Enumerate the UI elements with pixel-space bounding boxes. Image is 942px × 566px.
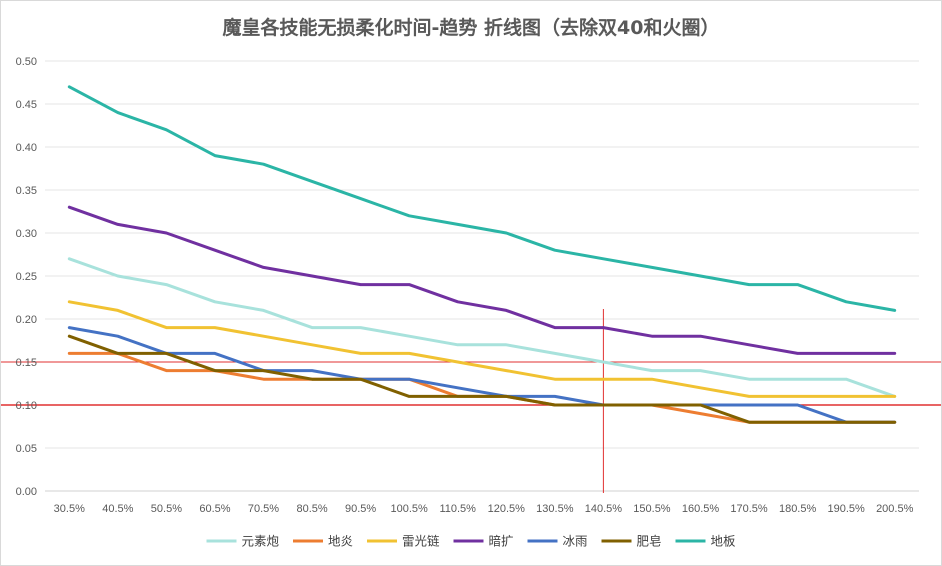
- y-tick-label: 0.10: [16, 400, 37, 412]
- series-line: [67, 300, 897, 398]
- y-tick-label: 0.50: [16, 56, 37, 68]
- legend-item: 雷光链: [367, 534, 440, 549]
- legend-label: 肥皂: [637, 535, 662, 549]
- x-tick-label: 190.5%: [828, 503, 866, 515]
- y-tick-label: 0.35: [16, 185, 37, 197]
- legend-label: 地炎: [328, 535, 353, 549]
- series-line: [67, 85, 897, 312]
- x-tick-label: 80.5%: [296, 503, 327, 515]
- legend-item: 元素炮: [206, 535, 280, 549]
- legend-item: 冰雨: [527, 535, 588, 549]
- y-tick-label: 0.40: [16, 142, 37, 154]
- x-tick-label: 200.5%: [876, 503, 914, 515]
- x-tick-label: 150.5%: [633, 503, 671, 515]
- legend-label: 元素炮: [242, 535, 280, 549]
- series-line: [67, 257, 897, 398]
- x-tick-label: 100.5%: [391, 503, 429, 515]
- x-tick-label: 40.5%: [102, 503, 133, 515]
- x-tick-label: 50.5%: [151, 503, 182, 515]
- series-line: [67, 326, 897, 424]
- gridlines: [45, 60, 919, 492]
- legend: 元素炮 地炎 雷光链 暗扩 冰雨 肥皂 地板: [206, 534, 737, 549]
- series-line: [67, 334, 897, 424]
- y-tick-label: 0.00: [16, 486, 37, 498]
- y-tick-label: 0.30: [16, 228, 37, 240]
- y-axis-ticks: 0.00 0.05 0.10 0.15 0.20 0.25 0.30 0.35 0.40 0.45…: [16, 56, 37, 498]
- x-tick-label: 140.5%: [585, 503, 623, 515]
- y-tick-label: 0.15: [16, 357, 37, 369]
- legend-item: 地板: [675, 535, 737, 549]
- reference-lines: [1, 309, 941, 493]
- x-tick-label: 90.5%: [345, 503, 376, 515]
- legend-label: 雷光链: [402, 534, 440, 549]
- x-tick-label: 130.5%: [536, 503, 574, 515]
- chart-title: 魔皇各技能无损柔化时间-趋势 折线图（去除双40和火圈）: [222, 17, 720, 39]
- x-axis-ticks: 30.5% 40.5% 50.5% 60.5% 70.5% 80.5% 90.5% 100.5…: [54, 503, 914, 515]
- legend-item: 暗扩: [453, 534, 514, 549]
- series-line: [67, 205, 897, 355]
- y-tick-label: 0.25: [16, 271, 37, 283]
- x-tick-label: 60.5%: [199, 503, 230, 515]
- legend-label: 地板: [711, 535, 737, 549]
- x-tick-label: 180.5%: [779, 503, 817, 515]
- x-tick-label: 30.5%: [54, 503, 85, 515]
- x-tick-label: 170.5%: [730, 503, 768, 515]
- x-tick-label: 160.5%: [682, 503, 720, 515]
- y-tick-label: 0.20: [16, 314, 37, 326]
- legend-label: 冰雨: [563, 535, 588, 549]
- x-tick-label: 120.5%: [488, 503, 526, 515]
- x-tick-label: 110.5%: [439, 503, 476, 515]
- legend-item: 肥皂: [601, 535, 662, 549]
- legend-item: 地炎: [293, 535, 353, 549]
- y-tick-label: 0.45: [16, 99, 37, 111]
- series-lines: [67, 85, 897, 424]
- legend-label: 暗扩: [489, 534, 514, 549]
- x-tick-label: 70.5%: [248, 503, 279, 515]
- y-tick-label: 0.05: [16, 443, 37, 455]
